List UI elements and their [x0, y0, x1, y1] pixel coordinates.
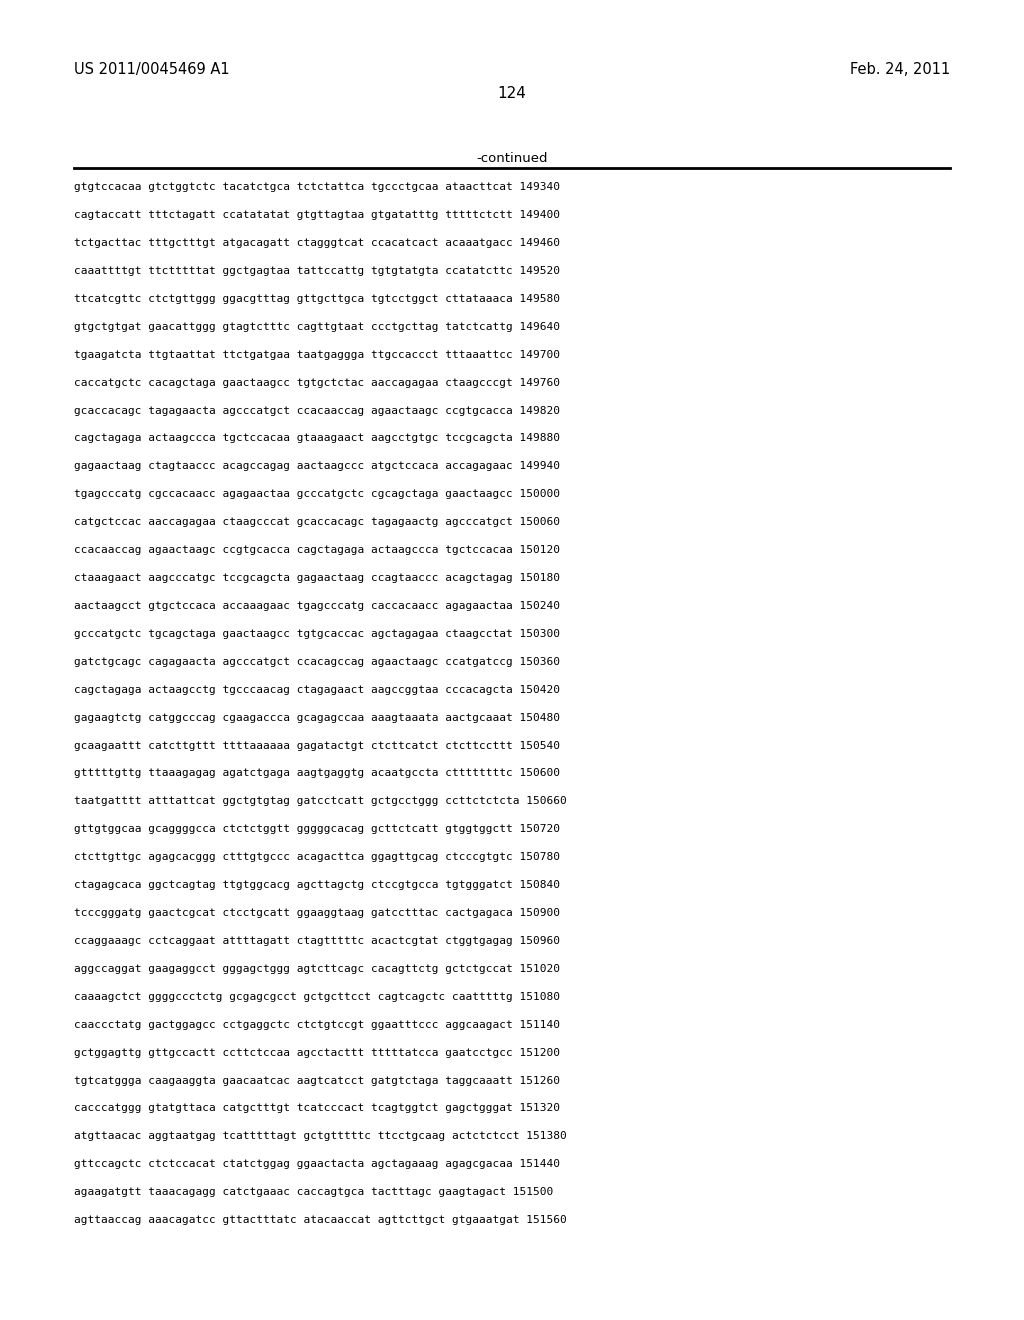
Text: ctaaagaact aagcccatgc tccgcagcta gagaactaag ccagtaaccc acagctagag 150180: ctaaagaact aagcccatgc tccgcagcta gagaact… — [74, 573, 560, 583]
Text: ctagagcaca ggctcagtag ttgtggcacg agcttagctg ctccgtgcca tgtgggatct 150840: ctagagcaca ggctcagtag ttgtggcacg agcttag… — [74, 880, 560, 890]
Text: gcaagaattt catcttgttt ttttaaaaaa gagatactgt ctcttcatct ctcttccttt 150540: gcaagaattt catcttgttt ttttaaaaaa gagatac… — [74, 741, 560, 751]
Text: caaaagctct ggggccctctg gcgagcgcct gctgcttcct cagtcagctc caatttttg 151080: caaaagctct ggggccctctg gcgagcgcct gctgct… — [74, 991, 560, 1002]
Text: cagctagaga actaagcctg tgcccaacag ctagagaact aagccggtaa cccacagcta 150420: cagctagaga actaagcctg tgcccaacag ctagaga… — [74, 685, 560, 694]
Text: Feb. 24, 2011: Feb. 24, 2011 — [850, 62, 950, 77]
Text: -continued: -continued — [476, 152, 548, 165]
Text: gagaagtctg catggcccag cgaagaccca gcagagccaa aaagtaaata aactgcaaat 150480: gagaagtctg catggcccag cgaagaccca gcagagc… — [74, 713, 560, 722]
Text: aactaagcct gtgctccaca accaaagaac tgagcccatg caccacaacc agagaactaa 150240: aactaagcct gtgctccaca accaaagaac tgagccc… — [74, 601, 560, 611]
Text: ttcatcgttc ctctgttggg ggacgtttag gttgcttgca tgtcctggct cttataaaca 149580: ttcatcgttc ctctgttggg ggacgtttag gttgctt… — [74, 294, 560, 304]
Text: gctggagttg gttgccactt ccttctccaa agcctacttt tttttatcca gaatcctgcc 151200: gctggagttg gttgccactt ccttctccaa agcctac… — [74, 1048, 560, 1057]
Text: gcaccacagc tagagaacta agcccatgct ccacaaccag agaactaagc ccgtgcacca 149820: gcaccacagc tagagaacta agcccatgct ccacaac… — [74, 405, 560, 416]
Text: tcccgggatg gaactcgcat ctcctgcatt ggaaggtaag gatcctttac cactgagaca 150900: tcccgggatg gaactcgcat ctcctgcatt ggaaggt… — [74, 908, 560, 917]
Text: cacccatggg gtatgttaca catgctttgt tcatcccact tcagtggtct gagctgggat 151320: cacccatggg gtatgttaca catgctttgt tcatccc… — [74, 1104, 560, 1114]
Text: catgctccac aaccagagaa ctaagcccat gcaccacagc tagagaactg agcccatgct 150060: catgctccac aaccagagaa ctaagcccat gcaccac… — [74, 517, 560, 527]
Text: agaagatgtt taaacagagg catctgaaac caccagtgca tactttagc gaagtagact 151500: agaagatgtt taaacagagg catctgaaac caccagt… — [74, 1187, 553, 1197]
Text: tgtcatggga caagaaggta gaacaatcac aagtcatcct gatgtctaga taggcaaatt 151260: tgtcatggga caagaaggta gaacaatcac aagtcat… — [74, 1076, 560, 1085]
Text: ccaggaaagc cctcaggaat attttagatt ctagtttttc acactcgtat ctggtgagag 150960: ccaggaaagc cctcaggaat attttagatt ctagttt… — [74, 936, 560, 946]
Text: atgttaacac aggtaatgag tcatttttagt gctgtttttc ttcctgcaag actctctcct 151380: atgttaacac aggtaatgag tcatttttagt gctgtt… — [74, 1131, 566, 1142]
Text: caccatgctc cacagctaga gaactaagcc tgtgctctac aaccagagaa ctaagcccgt 149760: caccatgctc cacagctaga gaactaagcc tgtgctc… — [74, 378, 560, 388]
Text: caaccctatg gactggagcc cctgaggctc ctctgtccgt ggaatttccc aggcaagact 151140: caaccctatg gactggagcc cctgaggctc ctctgtc… — [74, 1019, 560, 1030]
Text: cagtaccatt tttctagatt ccatatatat gtgttagtaa gtgatatttg tttttctctt 149400: cagtaccatt tttctagatt ccatatatat gtgttag… — [74, 210, 560, 220]
Text: gttccagctc ctctccacat ctatctggag ggaactacta agctagaaag agagcgacaa 151440: gttccagctc ctctccacat ctatctggag ggaacta… — [74, 1159, 560, 1170]
Text: ccacaaccag agaactaagc ccgtgcacca cagctagaga actaagccca tgctccacaa 150120: ccacaaccag agaactaagc ccgtgcacca cagctag… — [74, 545, 560, 556]
Text: aggccaggat gaagaggcct gggagctggg agtcttcagc cacagttctg gctctgccat 151020: aggccaggat gaagaggcct gggagctggg agtcttc… — [74, 964, 560, 974]
Text: gtttttgttg ttaaagagag agatctgaga aagtgaggtg acaatgccta cttttttttc 150600: gtttttgttg ttaaagagag agatctgaga aagtgag… — [74, 768, 560, 779]
Text: gtgtccacaa gtctggtctc tacatctgca tctctattca tgccctgcaa ataacttcat 149340: gtgtccacaa gtctggtctc tacatctgca tctctat… — [74, 182, 560, 193]
Text: agttaaccag aaacagatcc gttactttatc atacaaccat agttcttgct gtgaaatgat 151560: agttaaccag aaacagatcc gttactttatc atacaa… — [74, 1216, 566, 1225]
Text: 124: 124 — [498, 86, 526, 100]
Text: gagaactaag ctagtaaccc acagccagag aactaagccc atgctccaca accagagaac 149940: gagaactaag ctagtaaccc acagccagag aactaag… — [74, 462, 560, 471]
Text: caaattttgt ttctttttat ggctgagtaa tattccattg tgtgtatgta ccatatcttc 149520: caaattttgt ttctttttat ggctgagtaa tattcca… — [74, 265, 560, 276]
Text: US 2011/0045469 A1: US 2011/0045469 A1 — [74, 62, 229, 77]
Text: gtgctgtgat gaacattggg gtagtctttc cagttgtaat ccctgcttag tatctcattg 149640: gtgctgtgat gaacattggg gtagtctttc cagttgt… — [74, 322, 560, 331]
Text: cagctagaga actaagccca tgctccacaa gtaaagaact aagcctgtgc tccgcagcta 149880: cagctagaga actaagccca tgctccacaa gtaaaga… — [74, 433, 560, 444]
Text: tctgacttac tttgctttgt atgacagatt ctagggtcat ccacatcact acaaatgacc 149460: tctgacttac tttgctttgt atgacagatt ctagggt… — [74, 238, 560, 248]
Text: tgaagatcta ttgtaattat ttctgatgaa taatgaggga ttgccaccct tttaaattcc 149700: tgaagatcta ttgtaattat ttctgatgaa taatgag… — [74, 350, 560, 359]
Text: gttgtggcaa gcaggggcca ctctctggtt gggggcacag gcttctcatt gtggtggctt 150720: gttgtggcaa gcaggggcca ctctctggtt gggggca… — [74, 824, 560, 834]
Text: taatgatttt atttattcat ggctgtgtag gatcctcatt gctgcctggg ccttctctcta 150660: taatgatttt atttattcat ggctgtgtag gatcctc… — [74, 796, 566, 807]
Text: gcccatgctc tgcagctaga gaactaagcc tgtgcaccac agctagagaa ctaagcctat 150300: gcccatgctc tgcagctaga gaactaagcc tgtgcac… — [74, 628, 560, 639]
Text: ctcttgttgc agagcacggg ctttgtgccc acagacttca ggagttgcag ctcccgtgtc 150780: ctcttgttgc agagcacggg ctttgtgccc acagact… — [74, 853, 560, 862]
Text: gatctgcagc cagagaacta agcccatgct ccacagccag agaactaagc ccatgatccg 150360: gatctgcagc cagagaacta agcccatgct ccacagc… — [74, 657, 560, 667]
Text: tgagcccatg cgccacaacc agagaactaa gcccatgctc cgcagctaga gaactaagcc 150000: tgagcccatg cgccacaacc agagaactaa gcccatg… — [74, 490, 560, 499]
